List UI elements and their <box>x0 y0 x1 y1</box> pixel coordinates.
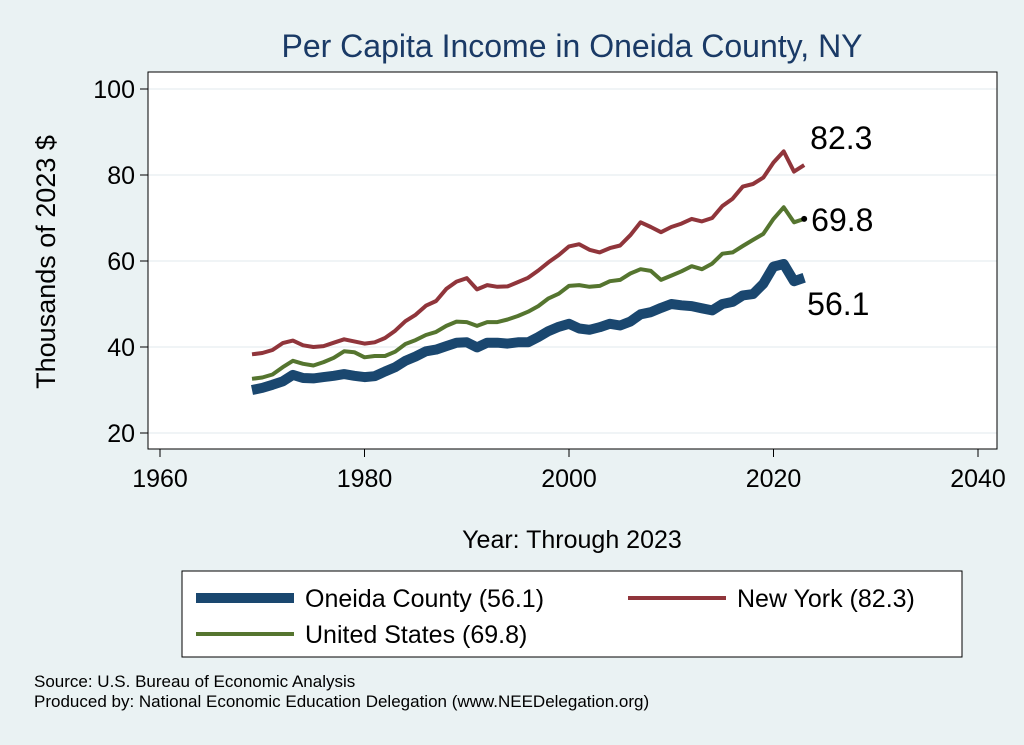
legend-label-oneida: Oneida County (56.1) <box>305 585 544 613</box>
x-tick-label: 2000 <box>541 465 597 493</box>
source-note: Source: U.S. Bureau of Economic Analysis <box>34 672 356 691</box>
legend-box <box>181 570 963 658</box>
legend-label-new-york: New York (82.3) <box>737 585 915 613</box>
y-tick-label: 20 <box>107 420 135 448</box>
y-tick-label: 40 <box>107 334 135 362</box>
y-tick-label: 100 <box>93 76 135 104</box>
series-line-oneida <box>251 259 806 395</box>
x-tick-label: 2040 <box>950 465 1006 493</box>
legend-label-united-states: United States (69.8) <box>305 621 527 649</box>
gridlines <box>148 88 997 434</box>
end-marker-united-states <box>801 215 808 222</box>
series-line-united-states <box>251 205 805 381</box>
series-line-new-york <box>251 149 806 357</box>
series-lines <box>251 149 806 395</box>
chart-title: Per Capita Income in Oneida County, NY <box>281 28 862 64</box>
y-axis-label: Thousands of 2023 $ <box>31 135 61 389</box>
end-label-oneida: 56.1 <box>807 286 869 322</box>
y-tick-label: 80 <box>107 162 135 190</box>
producer-note: Produced by: National Economic Education… <box>34 692 650 711</box>
x-tick-label: 1960 <box>132 465 188 493</box>
y-tick-label: 60 <box>107 248 135 276</box>
end-label-new-york: 82.3 <box>810 120 872 156</box>
end-label-united-states: 69.8 <box>811 202 873 238</box>
end-labels: 82.3 69.8 56.1 <box>801 120 873 322</box>
x-tick-label: 2020 <box>746 465 802 493</box>
x-axis-label: Year: Through 2023 <box>462 526 682 554</box>
legend: Oneida County (56.1) New York (82.3) Uni… <box>181 570 963 658</box>
x-tick-label: 1980 <box>337 465 393 493</box>
